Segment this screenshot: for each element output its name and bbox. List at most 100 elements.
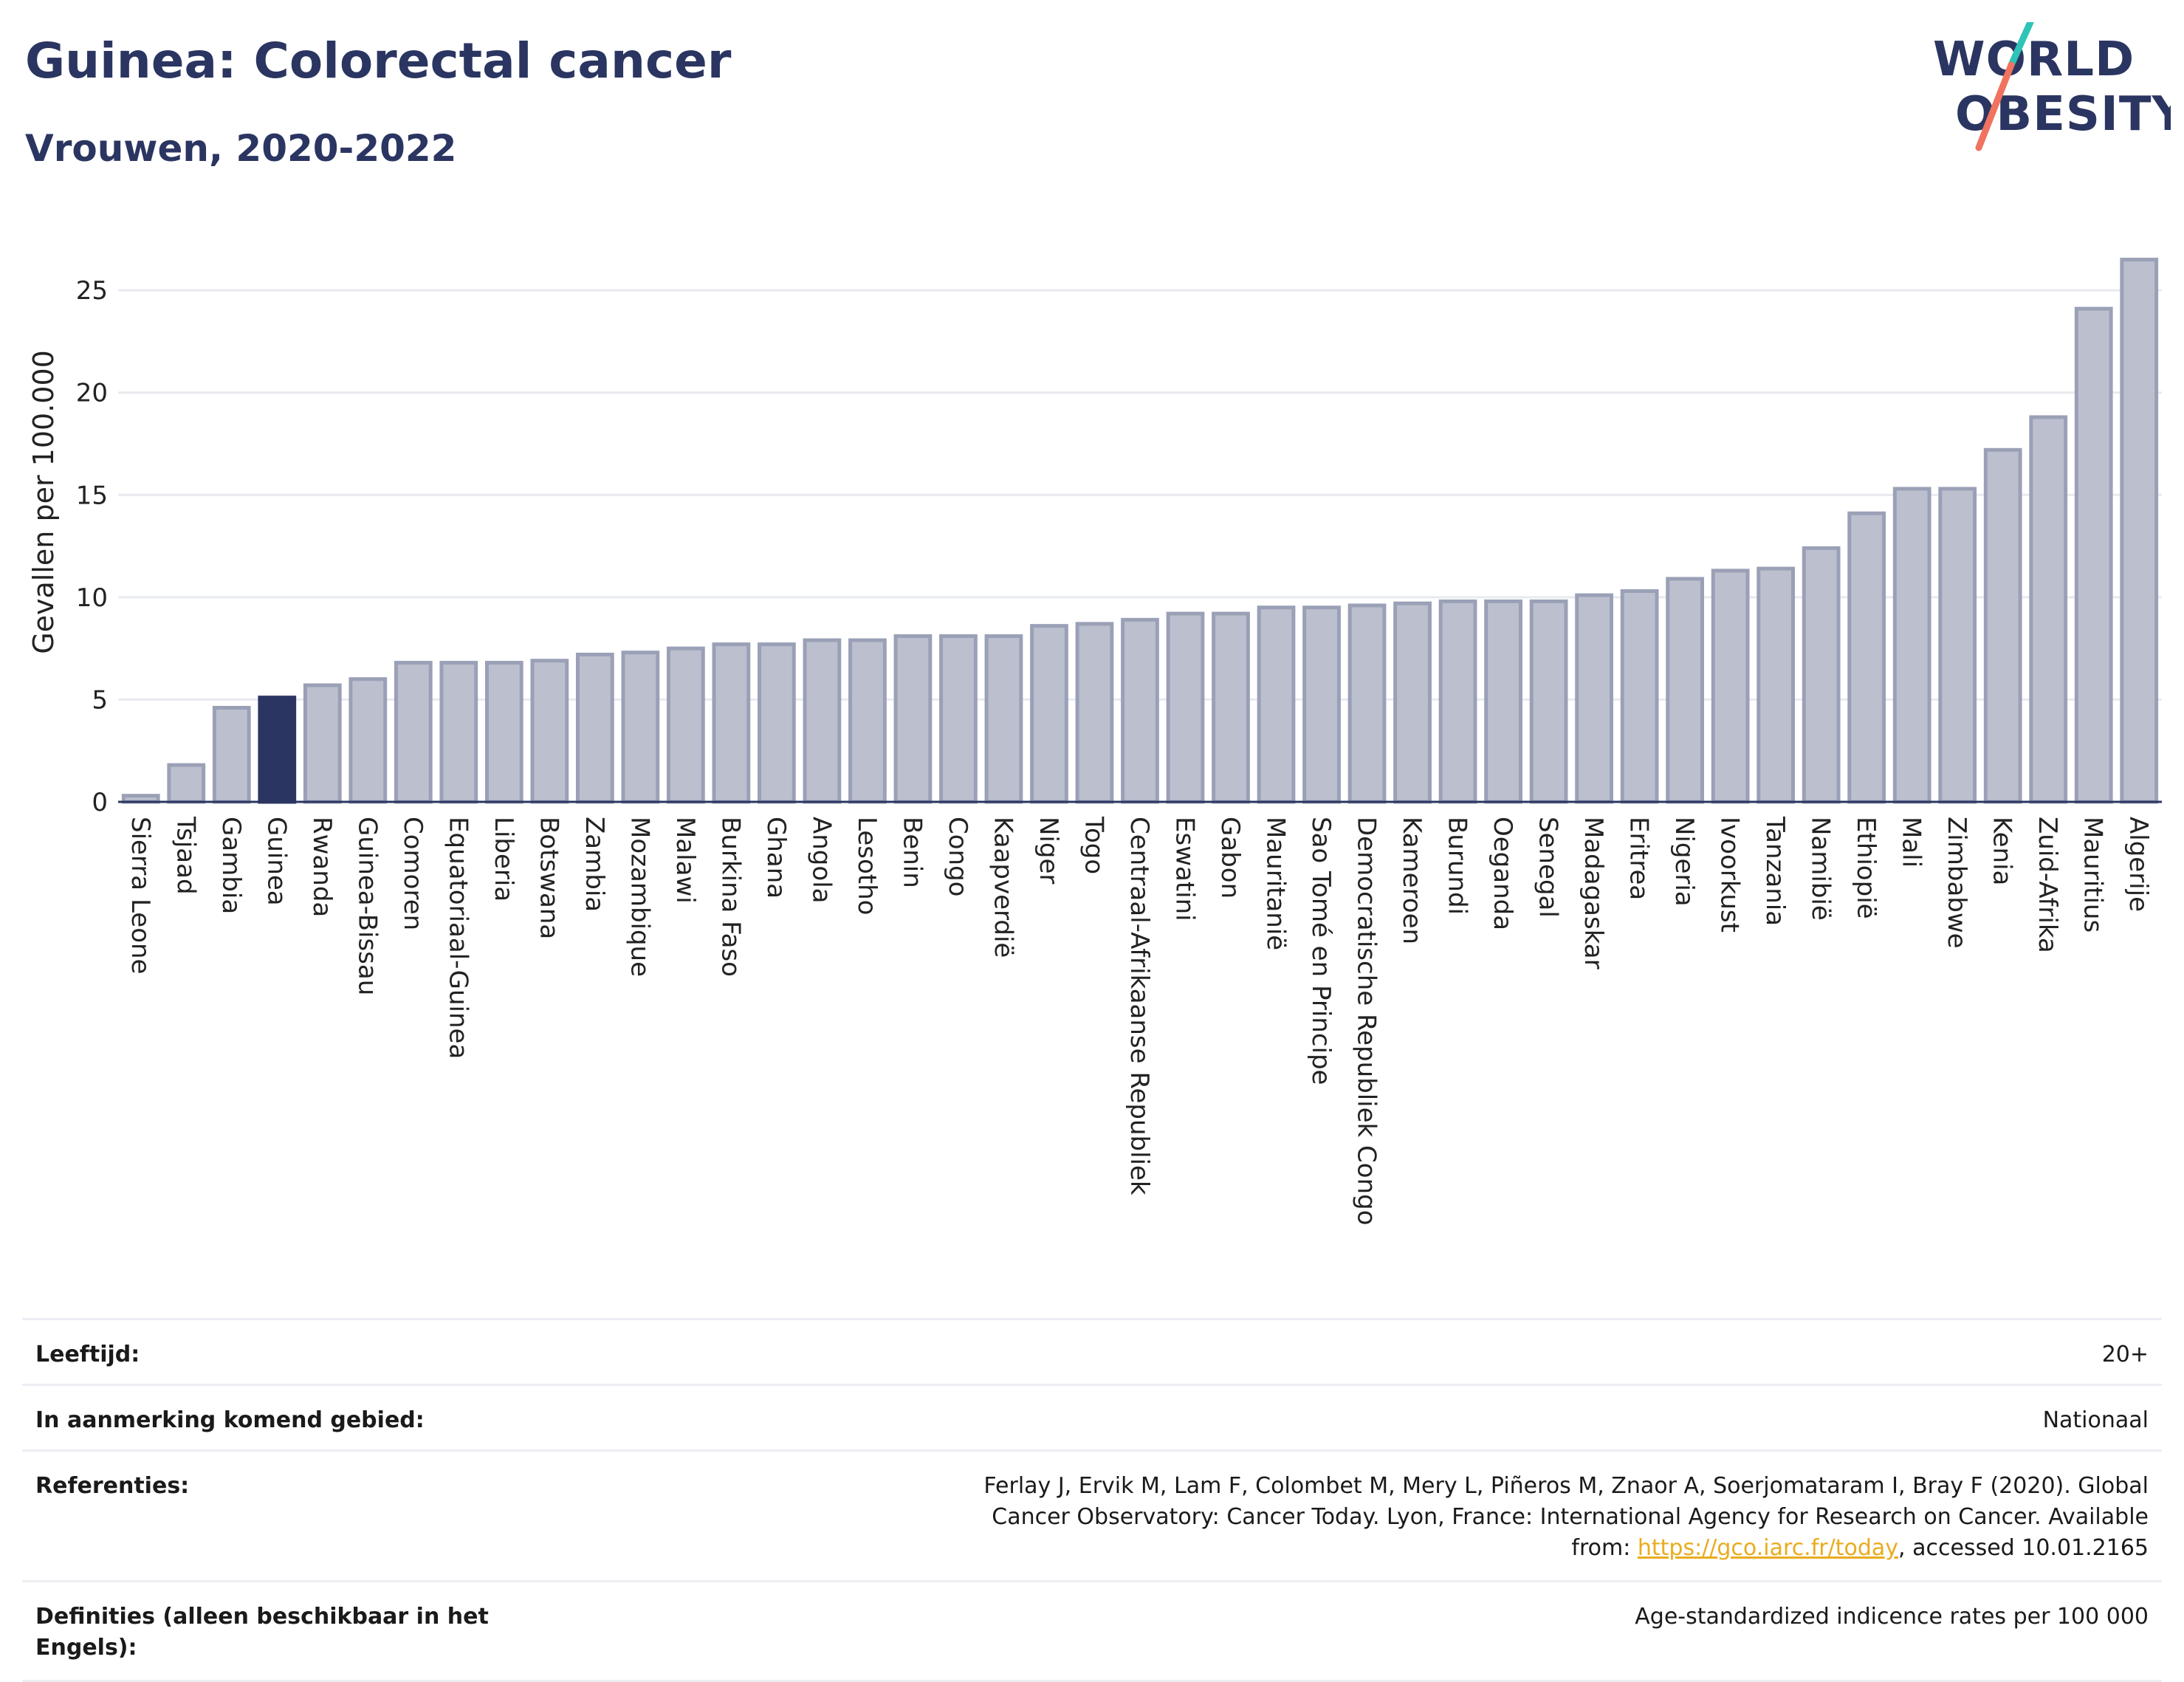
bar	[1666, 577, 1705, 804]
x-tick-label: Zimbabwe	[1942, 817, 1971, 949]
reference-accessed: , accessed 10.01.2165	[1898, 1535, 2149, 1561]
bars	[121, 258, 2159, 804]
x-tick-label: Tanzania	[1760, 816, 1790, 926]
y-tick-label: 10	[76, 583, 108, 613]
bar	[1075, 622, 1114, 804]
x-tick-label: Guinea-Bissau	[352, 817, 382, 995]
y-axis-ticks: 0 5 10 15 20 25	[76, 276, 108, 817]
x-tick-label: Ivoorkust	[1715, 817, 1745, 933]
chart-subtitle: Vrouwen, 2020-2022	[25, 127, 457, 170]
y-tick-label: 0	[92, 788, 108, 817]
x-tick-label: Mauritanië	[1261, 817, 1291, 950]
bar	[1030, 624, 1068, 804]
x-tick-label: Senegal	[1534, 817, 1563, 918]
x-tick-label: Zambia	[580, 817, 609, 912]
bar	[712, 642, 751, 804]
info-key: Definities (alleen beschikbaar in het En…	[22, 1580, 493, 1682]
bar	[1438, 599, 1477, 804]
y-axis-label: Gevallen per 100.000	[27, 350, 60, 654]
bar	[1212, 611, 1250, 804]
info-row-age: Leeftijd: 20+	[22, 1318, 2162, 1385]
bar	[167, 763, 206, 804]
bar	[484, 661, 523, 804]
x-tick-label: Malawi	[670, 817, 700, 904]
info-table: Leeftijd: 20+ In aanmerking komend gebie…	[22, 1318, 2162, 1682]
x-tick-label: Comoren	[398, 817, 427, 930]
bar	[212, 706, 251, 804]
bar	[667, 646, 705, 804]
bar	[758, 642, 796, 804]
bar	[575, 652, 614, 804]
bar	[258, 696, 297, 804]
info-value: Age-standardized indicence rates per 100…	[493, 1580, 2162, 1682]
bar	[1166, 611, 1205, 804]
x-tick-label: Congo	[943, 817, 972, 896]
x-tick-label: Mauritius	[2078, 817, 2108, 933]
info-row-definitions: Definities (alleen beschikbaar in het En…	[22, 1580, 2162, 1682]
x-tick-label: Angola	[806, 817, 836, 903]
bar	[1983, 447, 2022, 804]
x-tick-label: Liberia	[489, 817, 518, 902]
bar	[1121, 617, 1159, 804]
x-tick-label: Tsjaad	[171, 816, 200, 895]
x-tick-label: Rwanda	[307, 817, 337, 917]
x-tick-label: Eswatini	[1170, 817, 1200, 921]
bar	[1802, 546, 1841, 804]
bar	[1711, 569, 1750, 804]
bar	[2029, 415, 2068, 804]
x-tick-label: Lesotho	[852, 817, 882, 915]
x-tick-label: Democratische Republiek Congo	[1352, 817, 1381, 1226]
x-tick-label: Oeganda	[1488, 817, 1517, 930]
x-tick-label: Ethiopië	[1851, 817, 1881, 919]
bar	[893, 634, 933, 804]
bar	[984, 634, 1023, 804]
x-tick-label: Nigeria	[1669, 817, 1699, 907]
x-tick-label: Eritrea	[1624, 817, 1654, 900]
x-tick-label: Mozambique	[625, 817, 654, 977]
bar	[621, 651, 660, 804]
info-row-references: Referenties: Ferlay J, Ervik M, Lam F, C…	[22, 1449, 2162, 1582]
reference-link[interactable]: https://gco.iarc.fr/today	[1637, 1535, 1899, 1561]
info-value: Nationaal	[493, 1384, 2162, 1451]
x-tick-label: Gabon	[1215, 817, 1245, 899]
x-tick-label: Benin	[897, 817, 927, 888]
bar	[348, 677, 388, 804]
info-key: Leeftijd:	[22, 1318, 493, 1385]
x-tick-label: Equatoriaal-Guinea	[443, 817, 473, 1059]
x-tick-label: Kaapverdië	[988, 817, 1017, 958]
bar	[1484, 599, 1522, 804]
bar	[1620, 589, 1659, 804]
chart-title: Guinea: Colorectal cancer	[25, 32, 732, 89]
x-tick-label: Niger	[1034, 817, 1063, 884]
bar	[1892, 487, 1931, 804]
bar	[1302, 605, 1341, 804]
bar	[1575, 593, 1613, 804]
x-tick-label: Algerije	[2123, 817, 2153, 912]
x-tick-label: Gambia	[216, 817, 246, 914]
bar	[394, 661, 433, 804]
x-tick-label: Mali	[1897, 817, 1926, 868]
x-axis-labels: Sierra Leone Tsjaad Gambia Guinea Rwanda Guin…	[126, 816, 2153, 1226]
bar	[1257, 605, 1296, 804]
bar	[1347, 603, 1387, 804]
bar	[2074, 306, 2113, 804]
x-tick-label: Botswana	[534, 817, 563, 939]
bar	[848, 638, 887, 804]
x-tick-label: Burkina Faso	[715, 817, 745, 977]
info-value: Ferlay J, Ervik M, Lam F, Colombet M, Me…	[493, 1449, 2162, 1582]
x-tick-label: Burundi	[1443, 817, 1472, 915]
x-tick-label: Centraal-Afrikaanse Republiek	[1124, 817, 1154, 1195]
x-tick-label: Sao Tomé en Principe	[1306, 817, 1336, 1085]
world-obesity-logo: WORLD OBESITY	[1933, 22, 2171, 151]
svg-text:WORLD: WORLD	[1933, 32, 2135, 87]
bar	[1938, 487, 1977, 804]
x-tick-label: Madagaskar	[1579, 817, 1608, 969]
bar	[2120, 258, 2159, 804]
bar	[530, 659, 569, 804]
info-key: Referenties:	[22, 1449, 493, 1582]
x-tick-label: Kenia	[1988, 817, 2017, 885]
bar	[1393, 601, 1432, 804]
reference-text: Ferlay J, Ervik M, Lam F, Colombet M, Me…	[983, 1473, 2149, 1561]
x-tick-label: Ghana	[761, 817, 791, 899]
y-tick-label: 20	[76, 379, 108, 408]
